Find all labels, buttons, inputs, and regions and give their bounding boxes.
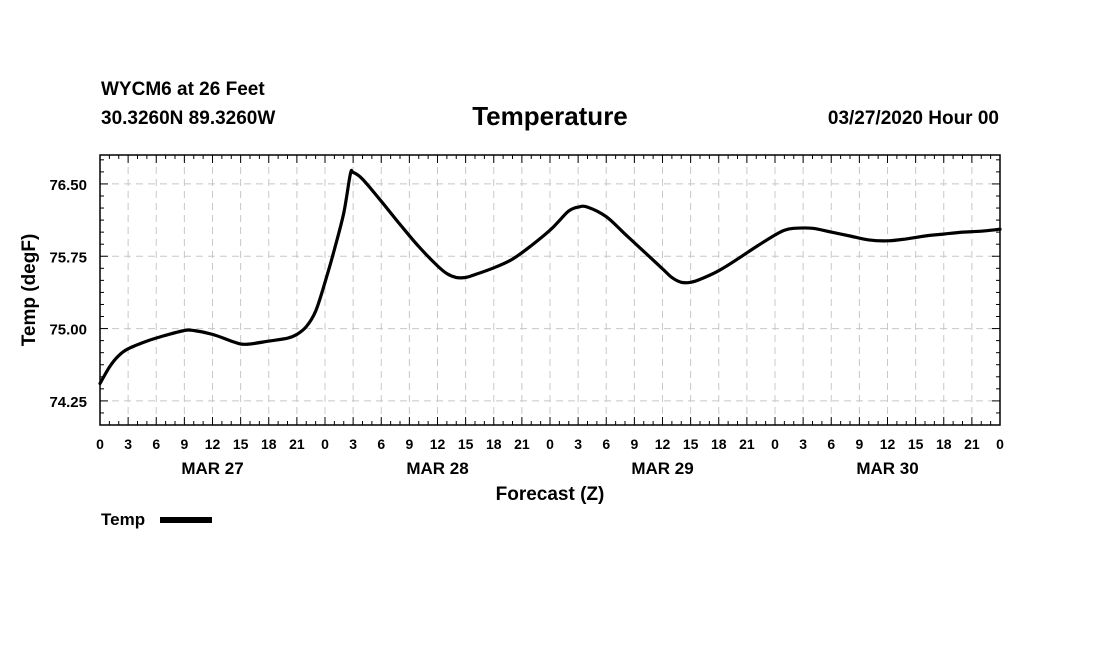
x-tick-label: 6 (827, 436, 835, 452)
x-tick-label: 0 (771, 436, 779, 452)
x-tick-label: 3 (799, 436, 807, 452)
x-tick-label: 9 (180, 436, 188, 452)
x-tick-label: 9 (855, 436, 863, 452)
legend-line-swatch (160, 517, 212, 523)
x-tick-label: 0 (96, 436, 104, 452)
x-tick-label: 0 (546, 436, 554, 452)
x-tick-label: 12 (205, 436, 221, 452)
x-tick-label: 12 (880, 436, 896, 452)
x-tick-label: 12 (430, 436, 446, 452)
x-tick-label: 3 (349, 436, 357, 452)
x-tick-label: 18 (486, 436, 502, 452)
x-tick-label: 3 (124, 436, 132, 452)
x-tick-label: 3 (574, 436, 582, 452)
legend-label: Temp (101, 510, 145, 529)
day-label: MAR 30 (856, 459, 918, 478)
axis-ticks (99, 155, 1001, 426)
y-tick-label: 75.75 (49, 249, 87, 266)
coords-label: 30.3260N 89.3260W (101, 108, 275, 129)
x-tick-label: 15 (683, 436, 699, 452)
date-label: 03/27/2020 Hour 00 (828, 108, 999, 129)
x-tick-label: 18 (711, 436, 727, 452)
station-label: WYCM6 at 26 Feet (101, 79, 265, 100)
x-tick-label: 15 (458, 436, 474, 452)
x-tick-label: 6 (602, 436, 610, 452)
x-tick-label: 0 (996, 436, 1004, 452)
day-label: MAR 27 (181, 459, 243, 478)
x-tick-label: 21 (514, 436, 530, 452)
day-label: MAR 29 (631, 459, 693, 478)
x-tick-label: 0 (321, 436, 329, 452)
y-tick-label: 75.00 (49, 322, 87, 339)
x-tick-label: 21 (289, 436, 305, 452)
x-axis-title: Forecast (Z) (496, 484, 605, 505)
y-tick-label: 76.50 (49, 177, 87, 194)
x-tick-label: 21 (739, 436, 755, 452)
y-axis-title: Temp (degF) (19, 234, 40, 347)
x-tick-label: 9 (630, 436, 638, 452)
x-tick-label: 6 (152, 436, 160, 452)
x-tick-label: 15 (908, 436, 924, 452)
temp-series-line (98, 168, 1002, 386)
axis-tick-labels: 74.25 75.00 75.75 76.50 0 3 6 9 12 15 18 21 0 3 6 9 12 15… (49, 177, 1004, 478)
grid-lines (100, 155, 1000, 425)
day-label: MAR 28 (406, 459, 468, 478)
y-tick-label: 74.25 (49, 394, 87, 411)
x-tick-label: 9 (405, 436, 413, 452)
chart-title: Temperature (472, 101, 628, 131)
x-tick-label: 18 (261, 436, 277, 452)
x-tick-label: 15 (233, 436, 249, 452)
x-tick-label: 6 (377, 436, 385, 452)
x-tick-label: 18 (936, 436, 952, 452)
x-tick-label: 12 (655, 436, 671, 452)
x-tick-label: 21 (964, 436, 980, 452)
